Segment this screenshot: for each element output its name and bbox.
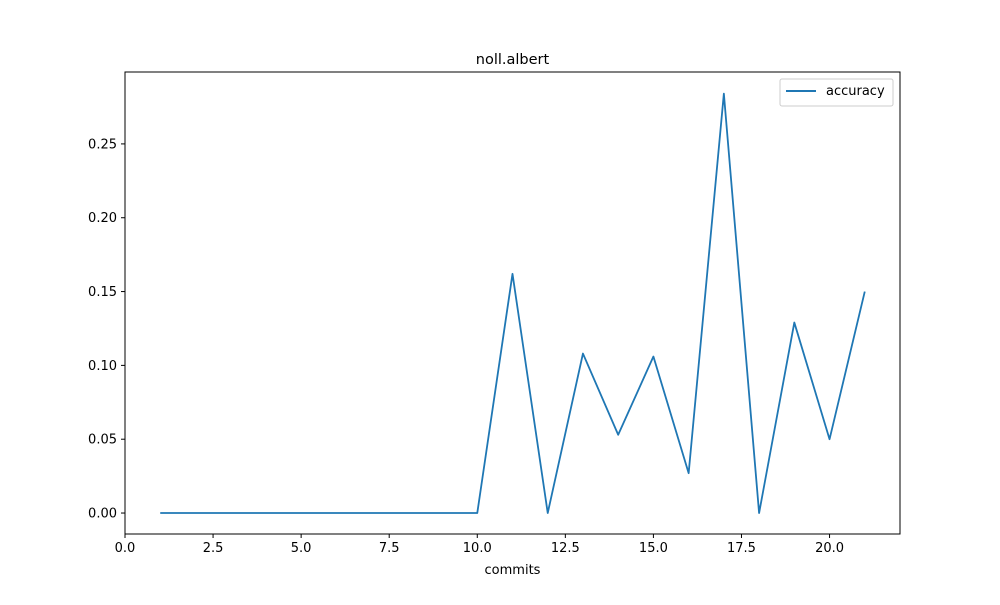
x-tick-label: 10.0 xyxy=(463,541,492,556)
x-axis-ticks: 0.0 2.5 5.0 7.5 10.0 12.5 15.0 17.5 20.0 xyxy=(115,534,844,556)
y-axis-ticks: 0.00 0.05 0.10 0.15 0.20 0.25 xyxy=(88,137,125,522)
x-tick-label: 12.5 xyxy=(551,541,580,556)
x-tick-label: 15.0 xyxy=(639,541,668,556)
plot-frame xyxy=(124,71,901,535)
x-tick-label: 2.5 xyxy=(203,541,224,556)
plot-series xyxy=(160,92,866,514)
legend-label: accuracy xyxy=(826,84,885,99)
x-axis-label: commits xyxy=(485,563,541,578)
chart-title: noll.albert xyxy=(476,52,550,68)
x-tick-label: 5.0 xyxy=(291,541,312,556)
x-tick-label: 0.0 xyxy=(115,541,136,556)
y-tick-label: 0.15 xyxy=(88,285,117,300)
x-tick-label: 17.5 xyxy=(727,541,756,556)
y-tick-label: 0.00 xyxy=(88,507,117,522)
legend: accuracy xyxy=(779,78,894,107)
y-tick-label: 0.25 xyxy=(88,137,117,152)
legend-box xyxy=(779,78,894,107)
y-tick-label: 0.05 xyxy=(88,433,117,448)
y-tick-label: 0.10 xyxy=(88,359,117,374)
x-tick-label: 20.0 xyxy=(815,541,844,556)
series-line-accuracy xyxy=(160,92,866,514)
y-tick-label: 0.20 xyxy=(88,211,117,226)
x-tick-label: 7.5 xyxy=(379,541,400,556)
